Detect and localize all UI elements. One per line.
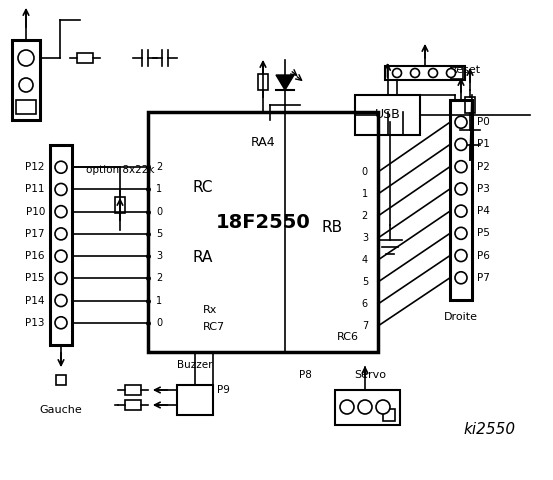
Text: 2: 2 [156, 162, 162, 172]
Bar [125, 385, 141, 395]
Text: P16: P16 [25, 251, 45, 261]
Text: P1: P1 [477, 140, 490, 149]
Text: 18F2550: 18F2550 [216, 213, 310, 231]
Bar [451, 67, 463, 79]
Circle shape [446, 69, 456, 77]
Bar [335, 390, 400, 425]
Text: 6: 6 [362, 299, 368, 309]
Bar [77, 53, 93, 63]
Text: P12: P12 [25, 162, 45, 172]
Text: Gauche: Gauche [40, 405, 82, 415]
Text: P2: P2 [477, 162, 490, 172]
Text: P9: P9 [217, 385, 229, 395]
Circle shape [55, 161, 67, 173]
Text: USB: USB [374, 108, 400, 121]
Circle shape [455, 228, 467, 240]
Text: P6: P6 [477, 251, 490, 261]
Circle shape [55, 183, 67, 195]
Bar [177, 385, 213, 415]
Text: P15: P15 [25, 273, 45, 283]
Text: Reset: Reset [450, 65, 481, 75]
Text: RC7: RC7 [203, 322, 225, 332]
Text: P17: P17 [25, 229, 45, 239]
Bar [355, 95, 420, 135]
Bar [16, 100, 36, 114]
Bar [148, 112, 378, 352]
Text: RC: RC [193, 180, 213, 194]
Circle shape [55, 272, 67, 284]
Text: P7: P7 [477, 273, 490, 283]
Text: P3: P3 [477, 184, 490, 194]
Text: RB: RB [322, 219, 343, 235]
Text: RA: RA [193, 250, 213, 264]
Circle shape [455, 250, 467, 262]
Text: Servo: Servo [354, 370, 386, 380]
Circle shape [19, 78, 33, 92]
Text: 1: 1 [156, 184, 162, 194]
Circle shape [55, 250, 67, 262]
Text: ki2550: ki2550 [464, 422, 516, 437]
Bar [115, 197, 125, 213]
Circle shape [455, 161, 467, 173]
Circle shape [55, 228, 67, 240]
Text: 1: 1 [156, 296, 162, 306]
Text: RA4: RA4 [251, 135, 275, 148]
Circle shape [410, 69, 420, 77]
Text: P8: P8 [299, 370, 311, 380]
Circle shape [455, 138, 467, 150]
Bar [465, 97, 475, 113]
Text: Rx: Rx [203, 305, 217, 315]
Circle shape [18, 50, 34, 66]
Text: 3: 3 [362, 233, 368, 243]
Text: P5: P5 [477, 228, 490, 239]
Text: Buzzer: Buzzer [178, 360, 213, 370]
Text: P13: P13 [25, 318, 45, 328]
Circle shape [455, 183, 467, 195]
Text: 0: 0 [156, 318, 162, 328]
Text: 2: 2 [362, 211, 368, 221]
Bar [12, 40, 40, 120]
Text: 0: 0 [362, 167, 368, 177]
Circle shape [55, 317, 67, 329]
Bar [383, 409, 395, 421]
Polygon shape [276, 75, 294, 90]
Text: P10: P10 [25, 207, 45, 216]
Text: RC6: RC6 [337, 332, 359, 342]
Circle shape [55, 205, 67, 217]
Text: 5: 5 [156, 229, 162, 239]
Text: option 8x22k: option 8x22k [86, 165, 154, 175]
Text: 3: 3 [156, 251, 162, 261]
Text: 7: 7 [362, 321, 368, 331]
Circle shape [358, 400, 372, 414]
Text: 2: 2 [156, 273, 162, 283]
Text: P0: P0 [477, 117, 490, 127]
Text: P11: P11 [25, 184, 45, 194]
Text: 1: 1 [362, 189, 368, 199]
Circle shape [455, 116, 467, 128]
Bar [258, 74, 268, 90]
Bar [125, 400, 141, 410]
Text: 4: 4 [362, 255, 368, 265]
Text: 5: 5 [362, 277, 368, 287]
Bar [450, 100, 472, 300]
Circle shape [455, 205, 467, 217]
Text: 0: 0 [156, 207, 162, 216]
Circle shape [340, 400, 354, 414]
Bar [50, 145, 72, 345]
Bar [385, 66, 465, 80]
Circle shape [455, 272, 467, 284]
Circle shape [376, 400, 390, 414]
Text: Droite: Droite [444, 312, 478, 322]
Circle shape [429, 69, 437, 77]
Text: P4: P4 [477, 206, 490, 216]
Bar [56, 375, 66, 385]
Circle shape [393, 69, 401, 77]
Text: P14: P14 [25, 296, 45, 306]
Circle shape [55, 295, 67, 307]
